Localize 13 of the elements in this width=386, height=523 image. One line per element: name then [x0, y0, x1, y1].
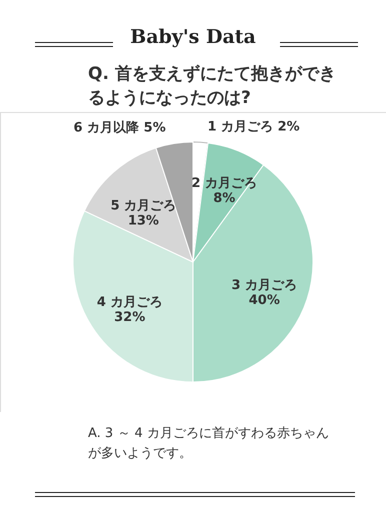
chart-title: Baby's Data: [129, 26, 257, 48]
data-label: 40%: [248, 293, 280, 308]
data-label: 13%: [128, 214, 159, 229]
chart-subtitle: Q. 首を支えずにたて抱きができるようになったのは?: [88, 63, 337, 110]
slice-label: 4 カ月ごろ: [96, 295, 162, 310]
slice-label: 6 カ月以降 5%: [74, 120, 166, 136]
text: A. 3 ～ 4 カ月ごろに首がすわる赤ちゃんが多いようです。: [88, 425, 330, 463]
slice-label: 3 カ月ごろ: [232, 278, 298, 294]
slice-label: 5 カ月ごろ: [110, 198, 176, 214]
slice-label: 1 カ月ごろ 2%: [208, 119, 300, 134]
data-label: 8%: [213, 190, 236, 206]
slice-label: 2 カ月ごろ: [192, 176, 258, 191]
data-label: 32%: [114, 310, 146, 326]
